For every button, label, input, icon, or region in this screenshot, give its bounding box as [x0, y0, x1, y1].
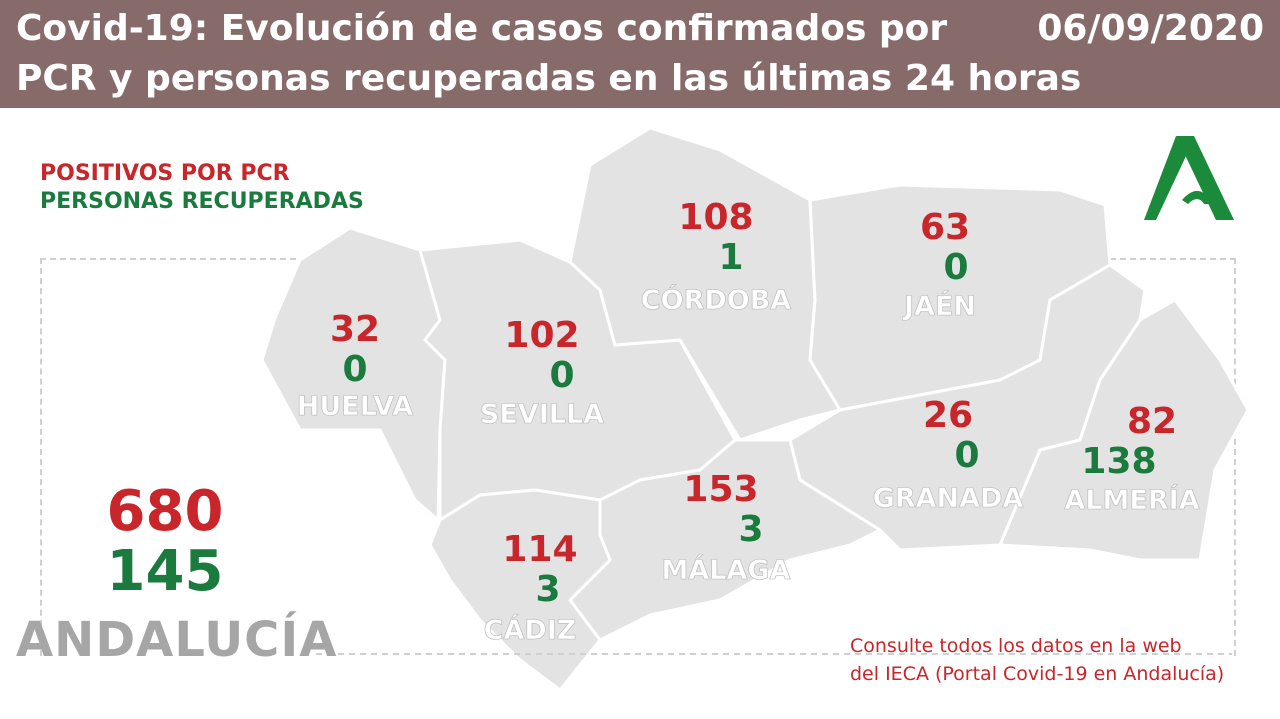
almeria-positives: 82	[1126, 401, 1178, 442]
province-sevilla: 102 0 SEVILLA	[470, 316, 614, 432]
cadiz-recovered: 3	[535, 569, 561, 610]
province-almeria: 82 138 ALMERÍA	[1060, 402, 1204, 518]
province-shape-cadiz	[428, 488, 612, 692]
cordoba-positives: 108	[678, 197, 754, 238]
province-shape-almeria	[998, 298, 1250, 562]
jaen-name: JAÉN	[904, 291, 977, 323]
cadiz-positives: 114	[502, 529, 578, 570]
huelva-name: HUELVA	[296, 391, 414, 423]
granada-positives: 26	[922, 395, 974, 436]
note-line-1: Consulte todos los datos en la web	[850, 635, 1182, 657]
granada-name: GRANADA	[872, 483, 1024, 515]
andalucia-total: 680 145	[100, 482, 230, 602]
malaga-positives: 153	[683, 469, 759, 510]
province-cordoba: 108 1 CÓRDOBA	[636, 198, 796, 318]
page-title: Covid-19: Evolución de casos confirmados…	[16, 4, 1081, 104]
cordoba-recovered: 1	[718, 237, 744, 278]
legend-recovered: PERSONAS RECUPERADAS	[40, 189, 364, 214]
junta-de-andalucia-logo-icon	[1144, 136, 1234, 220]
huelva-recovered: 0	[342, 349, 368, 390]
province-cadiz: 114 3 CÁDIZ	[470, 530, 590, 648]
huelva-positives: 32	[329, 309, 381, 350]
province-malaga: 153 3 MÁLAGA	[656, 470, 796, 588]
province-granada: 26 0 GRANADA	[870, 396, 1026, 516]
granada-recovered: 0	[954, 435, 980, 476]
jaen-positives: 63	[919, 207, 971, 248]
title-line-1: Covid-19: Evolución de casos confirmados…	[16, 8, 948, 49]
province-huelva: 32 0 HUELVA	[290, 310, 420, 424]
legend: POSITIVOS POR PCR PERSONAS RECUPERADAS	[40, 160, 364, 216]
header-bar: Covid-19: Evolución de casos confirmados…	[0, 0, 1280, 108]
sevilla-positives: 102	[504, 315, 580, 356]
ieca-note: Consulte todos los datos en la web del I…	[850, 632, 1224, 688]
cordoba-name: CÓRDOBA	[640, 285, 792, 317]
total-positives: 680	[106, 479, 224, 544]
malaga-name: MÁLAGA	[661, 555, 791, 587]
jaen-recovered: 0	[943, 247, 969, 288]
report-date: 06/09/2020	[1037, 8, 1264, 49]
province-shape-cordoba	[568, 126, 842, 442]
province-jaen: 63 0 JAÉN	[880, 208, 1010, 324]
malaga-recovered: 3	[738, 509, 764, 550]
title-line-2: PCR y personas recuperadas en las última…	[16, 58, 1082, 99]
sevilla-name: SEVILLA	[479, 399, 605, 431]
region-name: ANDALUCÍA	[16, 612, 338, 668]
note-line-2: del IECA (Portal Covid-19 en Andalucía)	[850, 663, 1225, 685]
total-recovered: 145	[106, 539, 224, 604]
cadiz-name: CÁDIZ	[483, 615, 577, 647]
sevilla-recovered: 0	[549, 355, 575, 396]
almeria-name: ALMERÍA	[1064, 485, 1200, 517]
almeria-recovered: 138	[1081, 441, 1157, 482]
legend-positives: POSITIVOS POR PCR	[40, 161, 290, 186]
